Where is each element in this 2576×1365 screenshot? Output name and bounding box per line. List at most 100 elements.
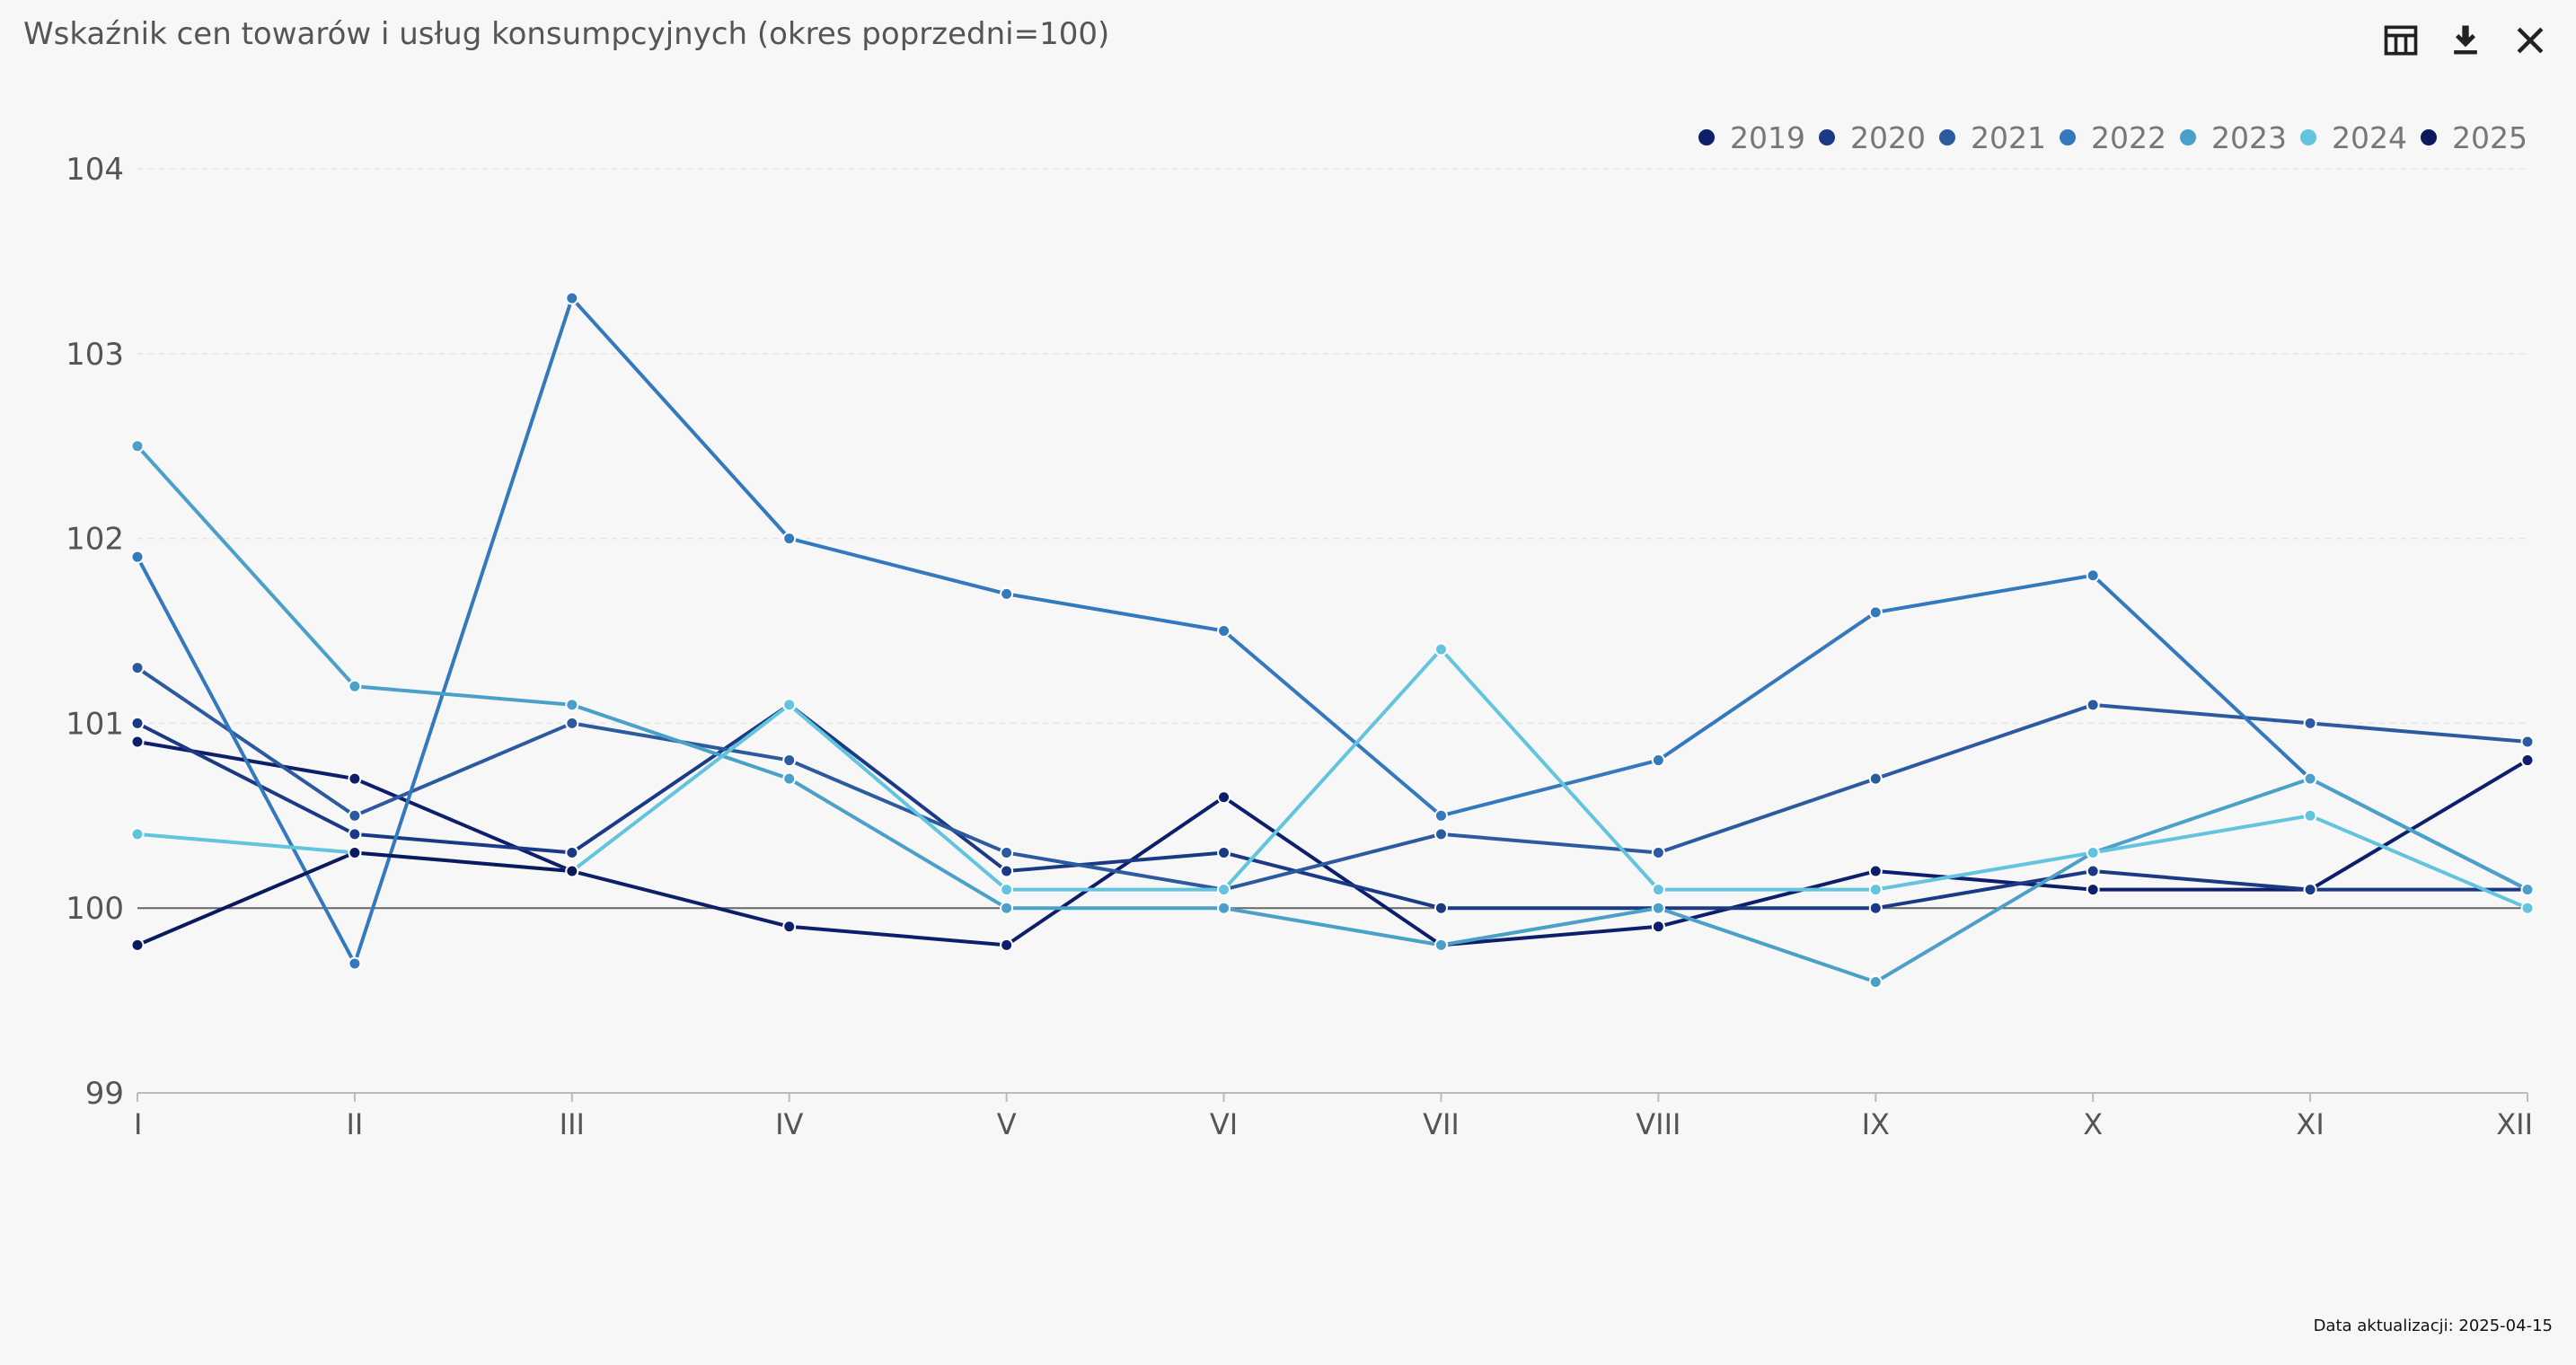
data-point-2024[interactable]: [2520, 901, 2535, 915]
legend-label: 2020: [1850, 120, 1926, 155]
data-point-2021[interactable]: [1651, 845, 1665, 859]
data-point-2022[interactable]: [1868, 605, 1883, 620]
data-point-2023[interactable]: [1868, 975, 1883, 990]
x-tick-label: X: [2083, 1107, 2103, 1141]
data-point-2019[interactable]: [782, 920, 797, 934]
x-tick-label: XI: [2296, 1107, 2324, 1141]
data-point-2023[interactable]: [565, 698, 579, 712]
legend-item-2023[interactable]: 2023: [2180, 120, 2287, 155]
data-point-2020[interactable]: [1000, 864, 1014, 878]
data-point-2024[interactable]: [1217, 883, 1231, 897]
update-date: Data aktualizacji: 2025-04-15: [2313, 1317, 2553, 1335]
data-point-2022[interactable]: [782, 532, 797, 546]
download-button[interactable]: [2443, 18, 2488, 63]
data-point-2023[interactable]: [1217, 901, 1231, 915]
data-point-2019[interactable]: [2520, 753, 2535, 768]
x-tick-label: IV: [775, 1107, 803, 1141]
table-view-button[interactable]: [2378, 18, 2423, 63]
data-point-2021[interactable]: [2086, 698, 2100, 712]
x-tick-label: VIII: [1636, 1107, 1681, 1141]
data-point-2023[interactable]: [1434, 938, 1448, 952]
data-point-2020[interactable]: [1217, 845, 1231, 859]
legend-item-2019[interactable]: 2019: [1698, 120, 1805, 155]
data-point-2022[interactable]: [1434, 808, 1448, 823]
series-line-2021[interactable]: [136, 666, 2528, 892]
data-point-2021[interactable]: [348, 808, 362, 823]
series-line-2022[interactable]: [136, 296, 2528, 965]
series-line-2023[interactable]: [136, 445, 2528, 984]
data-point-2023[interactable]: [2303, 771, 2317, 786]
data-point-2023[interactable]: [2520, 883, 2535, 897]
data-point-2021[interactable]: [1868, 771, 1883, 786]
y-tick-label: 103: [66, 337, 124, 373]
series-line-2020[interactable]: [137, 702, 2527, 911]
data-point-2019[interactable]: [1000, 938, 1014, 952]
legend-item-2022[interactable]: 2022: [2060, 120, 2166, 155]
data-point-2020[interactable]: [348, 827, 362, 841]
x-tick-label: XII: [2496, 1107, 2533, 1141]
legend-item-2024[interactable]: 2024: [2300, 120, 2407, 155]
data-point-2020[interactable]: [130, 716, 145, 730]
data-point-2022[interactable]: [1217, 624, 1231, 638]
data-point-2021[interactable]: [2303, 716, 2317, 730]
x-tick-label: I: [134, 1107, 142, 1141]
close-icon: [2517, 27, 2544, 54]
data-point-2021[interactable]: [130, 661, 145, 675]
legend-item-2025[interactable]: 2025: [2421, 120, 2527, 155]
data-point-2024[interactable]: [1868, 883, 1883, 897]
data-point-2023[interactable]: [1651, 901, 1665, 915]
data-point-2022[interactable]: [2086, 568, 2100, 583]
data-point-2024[interactable]: [1651, 883, 1665, 897]
data-point-2020[interactable]: [2086, 864, 2100, 878]
data-point-2019[interactable]: [348, 771, 362, 786]
data-point-2020[interactable]: [2303, 883, 2317, 897]
legend-item-2020[interactable]: 2020: [1819, 120, 1926, 155]
data-point-2022[interactable]: [1651, 753, 1665, 768]
legend-marker: [2421, 129, 2437, 145]
data-point-2023[interactable]: [130, 439, 145, 454]
data-point-2025[interactable]: [348, 845, 362, 859]
data-point-2019[interactable]: [1868, 864, 1883, 878]
table-icon: [2384, 25, 2418, 56]
data-point-2020[interactable]: [1868, 901, 1883, 915]
data-point-2025[interactable]: [130, 938, 145, 952]
data-point-2025[interactable]: [565, 864, 579, 878]
data-point-2024[interactable]: [1434, 642, 1448, 656]
data-point-2019[interactable]: [2086, 883, 2100, 897]
series-line-2025[interactable]: [137, 850, 572, 947]
data-point-2024[interactable]: [1000, 883, 1014, 897]
legend-label: 2021: [1971, 120, 2046, 155]
data-point-2022[interactable]: [130, 550, 145, 564]
legend-item-2021[interactable]: 2021: [1939, 120, 2046, 155]
data-point-2021[interactable]: [2520, 735, 2535, 749]
legend-marker: [2300, 129, 2316, 145]
toolbar: [2378, 18, 2553, 63]
data-point-2021[interactable]: [1434, 827, 1448, 841]
data-point-2022[interactable]: [348, 956, 362, 971]
data-point-2023[interactable]: [1000, 901, 1014, 915]
data-point-2023[interactable]: [348, 679, 362, 693]
y-tick-label: 101: [66, 706, 124, 742]
data-point-2021[interactable]: [1000, 845, 1014, 859]
close-button[interactable]: [2508, 18, 2553, 63]
data-point-2020[interactable]: [1434, 901, 1448, 915]
data-point-2019[interactable]: [130, 735, 145, 749]
legend-label: 2019: [1730, 120, 1805, 155]
chart-title: Wskaźnik cen towarów i usług konsumpcyjn…: [23, 16, 1110, 52]
data-point-2023[interactable]: [782, 771, 797, 786]
data-point-2024[interactable]: [130, 827, 145, 841]
data-point-2019[interactable]: [1651, 920, 1665, 934]
data-point-2021[interactable]: [782, 753, 797, 768]
legend-marker: [2060, 129, 2076, 145]
data-point-2020[interactable]: [565, 845, 579, 859]
data-point-2019[interactable]: [1217, 790, 1231, 805]
data-point-2024[interactable]: [782, 698, 797, 712]
series-line-2019[interactable]: [137, 740, 2529, 947]
data-point-2024[interactable]: [2086, 845, 2100, 859]
data-point-2022[interactable]: [1000, 586, 1014, 601]
data-point-2022[interactable]: [565, 291, 579, 305]
data-point-2024[interactable]: [2303, 808, 2317, 823]
y-tick-label: 100: [66, 891, 124, 927]
data-point-2021[interactable]: [565, 716, 579, 730]
